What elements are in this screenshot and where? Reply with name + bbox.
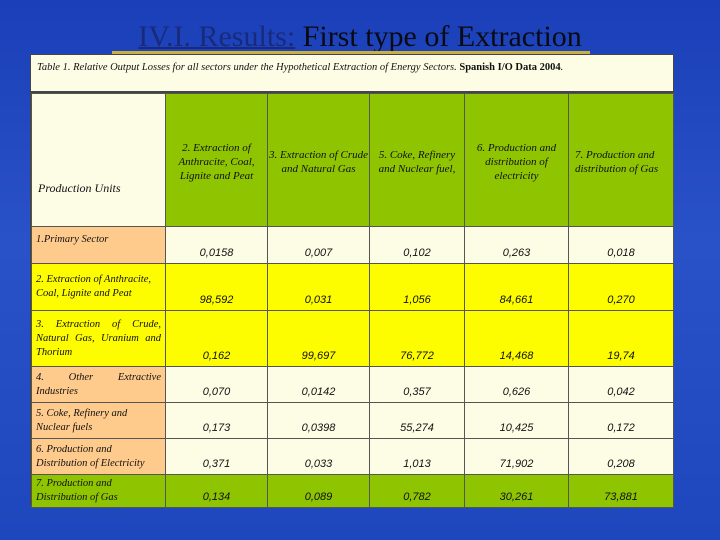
table-cell: 0,042 bbox=[568, 366, 674, 403]
table-cell: 0,270 bbox=[568, 263, 674, 311]
table-cell: 76,772 bbox=[369, 310, 465, 367]
table-cell: 0,0398 bbox=[267, 402, 370, 439]
table-cell: 0,162 bbox=[165, 310, 268, 367]
row-label: 7. Production and Distribution of Gas bbox=[31, 474, 166, 508]
table-cell: 98,592 bbox=[165, 263, 268, 311]
row-label: 6. Production and Distribution of Electr… bbox=[31, 438, 166, 475]
table-cell: 0,033 bbox=[267, 438, 370, 475]
row-label: 4. Other Extractive Industries bbox=[31, 366, 166, 403]
table-cell: 0,371 bbox=[165, 438, 268, 475]
row-label: 3. Extraction of Crude, Natural Gas, Ura… bbox=[31, 310, 166, 367]
table-row: 7. Production and Distribution of Gas 0,… bbox=[31, 474, 674, 508]
table-cell: 1,056 bbox=[369, 263, 465, 311]
table-row: 3. Extraction of Crude, Natural Gas, Ura… bbox=[31, 310, 674, 367]
table-cell: 99,697 bbox=[267, 310, 370, 367]
table-cell: 0,070 bbox=[165, 366, 268, 403]
row-label: 2. Extraction of Anthracite, Coal, Ligni… bbox=[31, 263, 166, 311]
caption-data-source: Spanish I/O Data 2004 bbox=[459, 62, 561, 73]
table-cell: 0,007 bbox=[267, 226, 370, 264]
corner-cell: Production Units bbox=[31, 93, 166, 227]
table-cell: 0,0142 bbox=[267, 366, 370, 403]
column-header: 7. Production and distribution of Gas bbox=[568, 93, 674, 227]
table-cell: 1,013 bbox=[369, 438, 465, 475]
table-row: 1.Primary Sector 0,0158 0,007 0,102 0,26… bbox=[31, 226, 674, 264]
caption-end: . bbox=[560, 62, 564, 73]
table-cell: 19,74 bbox=[568, 310, 674, 367]
table-cell: 0,357 bbox=[369, 366, 465, 403]
corner-label: Production Units bbox=[38, 180, 121, 195]
table-cell: 71,902 bbox=[464, 438, 569, 475]
title-underline bbox=[112, 51, 590, 54]
slide-title-rest: First type of Extraction bbox=[295, 20, 582, 53]
table-cell: 10,425 bbox=[464, 402, 569, 439]
table-row: 5. Coke, Refinery and Nuclear fuels 0,17… bbox=[31, 402, 674, 439]
table-cell: 0,263 bbox=[464, 226, 569, 264]
table-cell: 0,102 bbox=[369, 226, 465, 264]
table-row: 4. Other Extractive Industries 0,070 0,0… bbox=[31, 366, 674, 403]
table-cell: 0,134 bbox=[165, 474, 268, 508]
table-row: 6. Production and Distribution of Electr… bbox=[31, 438, 674, 475]
table-cell: 0,208 bbox=[568, 438, 674, 475]
slide-title: IV.I. Results: First type of Extraction bbox=[0, 20, 720, 54]
table-cell: 55,274 bbox=[369, 402, 465, 439]
table-caption: Table 1. Relative Output Losses for all … bbox=[30, 54, 674, 92]
table-cell: 0,626 bbox=[464, 366, 569, 403]
row-label: 1.Primary Sector bbox=[31, 226, 166, 264]
table-cell: 84,661 bbox=[464, 263, 569, 311]
table-cell: 0,173 bbox=[165, 402, 268, 439]
table-header-row: Production Units 2. Extraction of Anthra… bbox=[31, 93, 674, 227]
table-cell: 0,089 bbox=[267, 474, 370, 508]
table-cell: 30,261 bbox=[464, 474, 569, 508]
column-header: 5. Coke, Refinery and Nuclear fuel, bbox=[369, 93, 465, 227]
table-cell: 0,031 bbox=[267, 263, 370, 311]
table-row: 2. Extraction of Anthracite, Coal, Ligni… bbox=[31, 263, 674, 311]
table-cell: 0,172 bbox=[568, 402, 674, 439]
table-cell: 0,018 bbox=[568, 226, 674, 264]
row-label: 5. Coke, Refinery and Nuclear fuels bbox=[31, 402, 166, 439]
caption-text: Table 1. Relative Output Losses for all … bbox=[37, 62, 460, 73]
column-header: 3. Extraction of Crude and Natural Gas bbox=[267, 93, 370, 227]
table-cell: 0,782 bbox=[369, 474, 465, 508]
table-cell: 14,468 bbox=[464, 310, 569, 367]
table-cell: 0,0158 bbox=[165, 226, 268, 264]
column-header: 2. Extraction of Anthracite, Coal, Ligni… bbox=[165, 93, 268, 227]
column-header: 6. Production and distribution of electr… bbox=[464, 93, 569, 227]
table-cell: 73,881 bbox=[568, 474, 674, 508]
results-table: Production Units 2. Extraction of Anthra… bbox=[30, 92, 674, 508]
slide-title-prefix: IV.I. Results: bbox=[138, 20, 296, 53]
